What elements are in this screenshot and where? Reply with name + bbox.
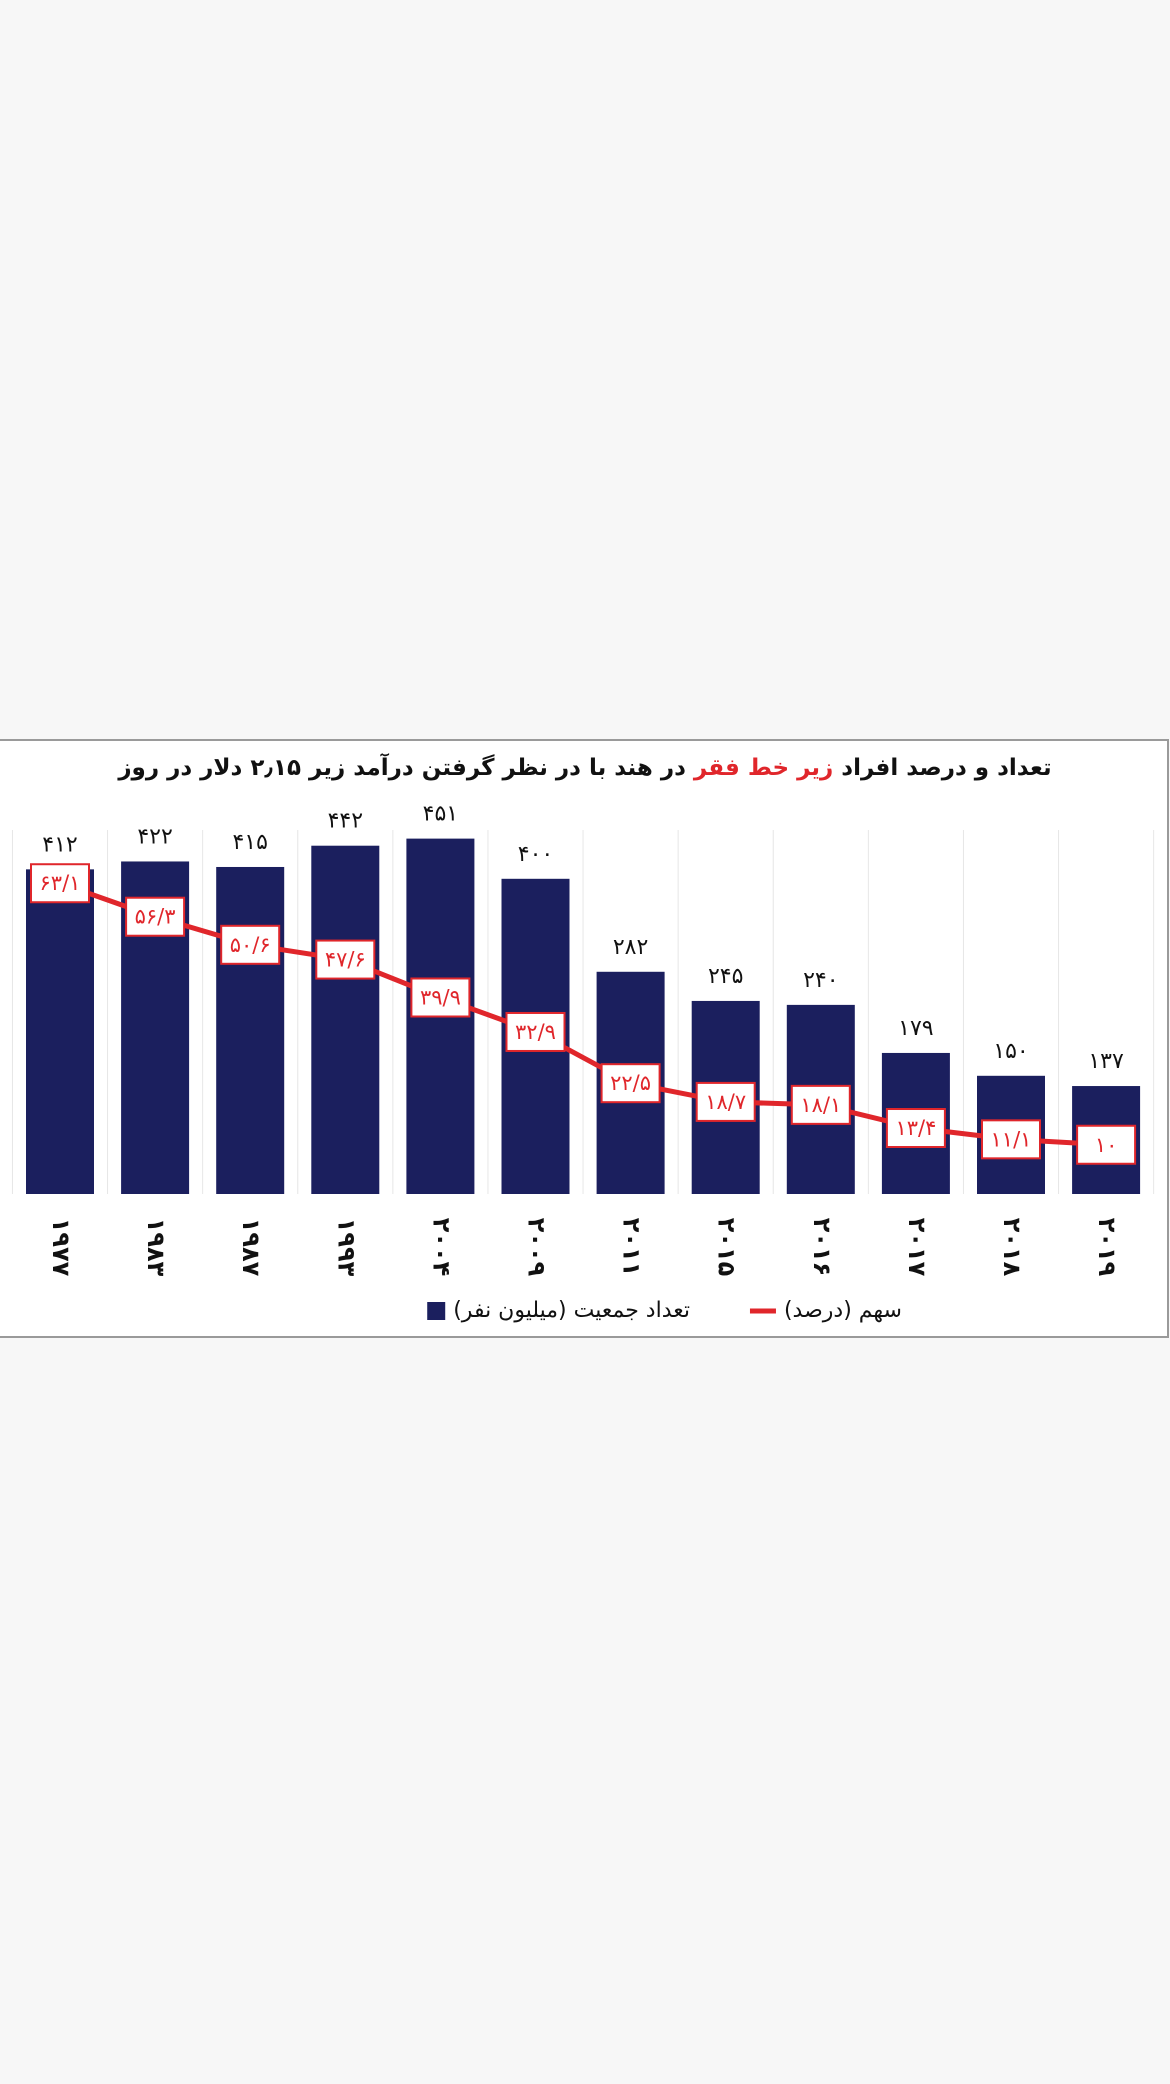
x-tick-label: ۲۰۱۹ [1093,1218,1121,1277]
legend-label: سهم (درصد) [784,1298,902,1323]
bar-value-label: ۴۱۵ [232,830,267,855]
line-value-label: ۱۸/۱ [800,1093,841,1117]
value-label-box [981,1119,1041,1160]
bar-value-label: ۱۳۷ [1088,1049,1124,1074]
line-value-label: ۱۰ [1095,1133,1118,1157]
x-tick-label: ۱۹۹۳ [332,1218,360,1277]
title-part: زیر خط فقر [693,755,833,781]
bar-value-label: ۴۰۰ [518,842,553,867]
line-value-label: ۳۹/۹ [420,985,461,1009]
value-label-box [1076,1124,1137,1165]
bar-value-label: ۱۷۹ [898,1016,933,1041]
value-label-box [790,1084,851,1125]
value-label-box [695,1081,756,1122]
x-tick-label: ۲۰۰۹ [523,1218,551,1277]
title-part: تعداد و درصد افراد [841,755,1051,781]
legend-label: تعداد جمعیت (میلیون نفر) [453,1298,690,1323]
value-label-box [125,896,186,937]
x-tick-label: ۲۰۱۶ [808,1218,836,1277]
line-value-label: ۴۷/۶ [325,948,366,972]
value-label-box [220,924,281,965]
bar [311,845,380,1194]
bar [26,869,94,1194]
bar-value-label: ۴۱۲ [42,832,77,857]
x-tick-label: ۲۰۱۵ [713,1218,741,1277]
x-tick-label: ۲۰۱۱ [618,1218,646,1277]
value-label-box [600,1063,661,1104]
bar-value-label: ۴۴۲ [328,809,363,834]
value-label-box [410,977,471,1018]
x-tick-label: ۲۰۱۷ [903,1218,931,1277]
value-label-box [885,1108,946,1149]
value-label-box [30,863,90,904]
line-value-label: ۶۳/۱ [40,871,81,895]
bar-value-label: ۴۵۱ [423,802,458,827]
x-tick-label: ۱۹۸۷ [237,1218,265,1277]
line-value-label: ۱۱/۱ [991,1127,1032,1151]
x-tick-label: ۱۹۸۳ [142,1218,170,1277]
value-label-box [315,939,376,980]
bar-value-label: ۲۸۲ [613,935,648,960]
bar-value-label: ۱۵۰ [993,1039,1028,1064]
x-tick-label: ۲۰۱۸ [998,1218,1026,1277]
chart-title: تعداد و درصد افراد زیر خط فقر در هند با … [117,752,1051,781]
x-tick-label: ۱۹۷۷ [47,1218,75,1277]
line-value-label: ۲۲/۵ [610,1071,651,1095]
line-value-label: ۱۸/۷ [705,1090,746,1114]
line-value-label: ۳۲/۹ [515,1020,556,1044]
chart-frame [0,739,1169,1338]
bar-value-label: ۲۴۵ [708,964,743,989]
bar [216,866,285,1194]
legend-swatch [427,1302,446,1320]
bar-value-label: ۴۲۲ [137,824,172,849]
line-value-label: ۱۳/۴ [895,1116,936,1140]
line-value-label: ۵۰/۶ [230,933,271,957]
x-tick-label: ۲۰۰۴ [427,1218,455,1277]
title-part: در هند با در نظر گرفتن درآمد زیر ۲٫۱۵ دل… [117,752,686,781]
bar-value-label: ۲۴۰ [803,968,838,993]
line-value-label: ۵۶/۳ [135,905,176,929]
value-label-box [505,1011,566,1052]
